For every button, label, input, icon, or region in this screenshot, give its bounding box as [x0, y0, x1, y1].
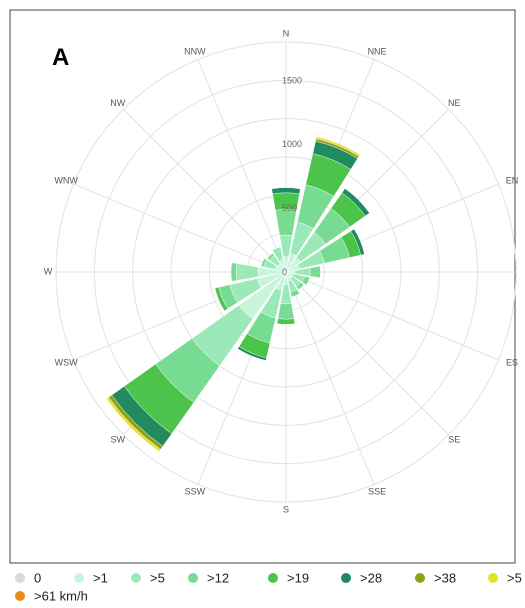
wedge-w [230, 262, 238, 282]
direction-label: S [283, 504, 289, 514]
wedge-wsw [214, 286, 228, 312]
direction-label: N [283, 28, 290, 38]
radial-tick-label: 500 [282, 203, 297, 213]
wedge-nne [315, 136, 361, 157]
legend-swatch [188, 573, 198, 583]
legend-label: >28 [360, 570, 382, 585]
wedge-sse [290, 289, 300, 298]
legend: 0 >1 >5 >12 >19 >28 >38 >5 >61 km/h [0, 566, 525, 603]
wedge-ese [301, 275, 310, 286]
direction-label: W [44, 266, 53, 276]
wedge-ene [350, 228, 365, 256]
direction-label: SW [110, 435, 125, 445]
wedge-n [271, 187, 301, 195]
legend-swatch [15, 591, 25, 601]
legend-swatch [415, 573, 425, 583]
panel-label: A [52, 44, 70, 71]
legend-label: >19 [287, 570, 309, 585]
legend-label: >61 km/h [34, 588, 88, 603]
legend-label: >12 [207, 570, 229, 585]
grid-spoke [285, 271, 449, 435]
radial-tick-label: 1000 [282, 139, 302, 149]
wedge-w [235, 263, 259, 281]
direction-label: WSW [55, 357, 78, 367]
legend-swatch [268, 573, 278, 583]
wedge-nnw [272, 246, 284, 262]
legend-label: >38 [434, 570, 456, 585]
legend-swatch [488, 573, 498, 583]
legend-background [0, 566, 525, 603]
grid-spoke [197, 59, 287, 273]
wedge-n [275, 209, 297, 236]
direction-label: ES [506, 357, 518, 367]
grid-spoke [285, 271, 499, 361]
direction-label: WNW [54, 175, 78, 185]
label-layer: 0 500 1000 1500 N NNE NE EN ES SE SSE S SSW SW WSW W WNW… [44, 28, 519, 514]
wedge-s [276, 318, 296, 325]
radial-tick-label: 0 [282, 267, 287, 277]
direction-label: NNE [368, 46, 387, 56]
direction-label: NW [110, 98, 125, 108]
legend-label: >5 [150, 570, 165, 585]
wedge-e [309, 265, 321, 279]
grid-spoke [285, 271, 375, 485]
legend-label: >1 [93, 570, 108, 585]
wedge-wnw [260, 258, 267, 268]
wedge-nw [266, 252, 275, 261]
direction-label: SSW [185, 486, 206, 496]
legend-swatch [341, 573, 351, 583]
grid-spoke [73, 183, 287, 273]
legend-swatch [15, 573, 25, 583]
legend-swatch [74, 573, 84, 583]
direction-label: SSE [368, 486, 386, 496]
wedge-layer [106, 136, 370, 452]
wedge-se [296, 282, 305, 291]
wedge-s [277, 303, 295, 320]
legend-label: >5 [507, 570, 522, 585]
radial-tick-label: 1500 [282, 75, 302, 85]
wedge-ssw [237, 346, 267, 361]
legend-swatch [131, 573, 141, 583]
wedge-ne [341, 188, 370, 217]
legend-label: 0 [34, 570, 41, 585]
grid-spoke [123, 109, 287, 273]
plot-border [9, 9, 516, 564]
direction-label: NE [448, 98, 461, 108]
direction-label: NNW [184, 46, 206, 56]
direction-label: EN [506, 175, 519, 185]
direction-label: SE [448, 435, 460, 445]
wedge-sw [106, 397, 161, 452]
